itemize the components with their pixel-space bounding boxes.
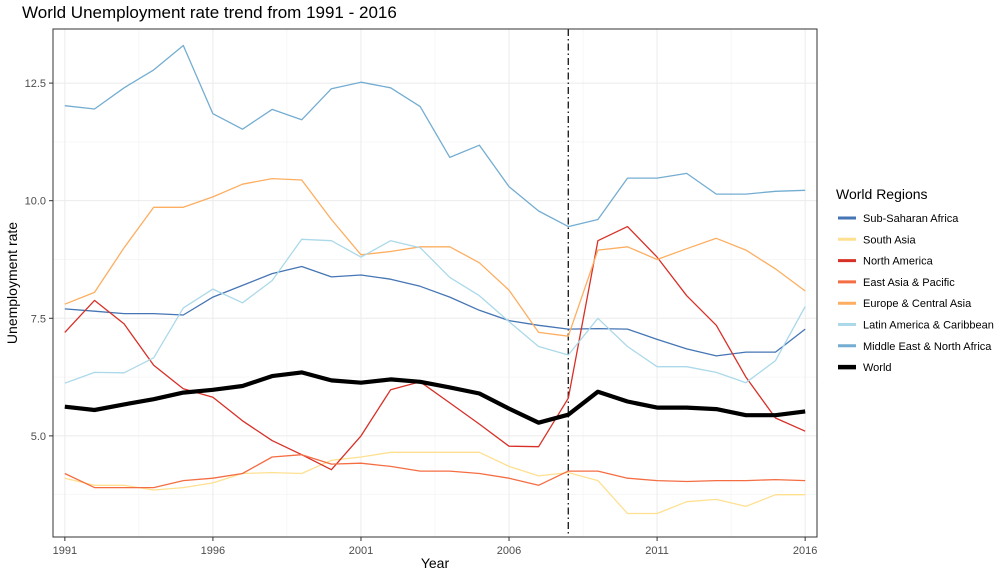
x-axis-title: Year — [421, 555, 450, 571]
x-tick-label: 1991 — [53, 545, 77, 557]
x-tick-label: 2016 — [793, 545, 817, 557]
legend-label-europe-central-asia: Europe & Central Asia — [863, 298, 972, 310]
x-tick-label: 1996 — [201, 545, 225, 557]
series-line-south-asia — [64, 451, 806, 515]
legend-label-east-asia-pacific: East Asia & Pacific — [863, 277, 955, 289]
y-tick-label: 7.5 — [31, 313, 46, 325]
x-tick-label: 2011 — [645, 545, 669, 557]
y-tick-label: 5.0 — [31, 431, 46, 443]
plot-border — [52, 28, 818, 538]
legend-label-middle-east-north-africa: Middle East & North Africa — [863, 341, 992, 353]
series-line-world — [64, 370, 806, 425]
grid-lines — [53, 29, 817, 537]
y-tick-label: 10.0 — [25, 196, 46, 208]
y-axis-title: Unemployment rate — [4, 222, 20, 344]
series-line-east-asia-pacific — [64, 454, 806, 489]
legend-label-sub-saharan-africa: Sub-Saharan Africa — [863, 213, 959, 225]
x-tick-label: 2006 — [497, 545, 521, 557]
legend-label-north-america: North America — [863, 256, 934, 268]
legend-items: Sub-Saharan Africa South Asia North Americ… — [838, 213, 994, 374]
x-tick-label: 2001 — [349, 545, 373, 557]
legend-label-south-asia: South Asia — [863, 234, 916, 246]
series-line-middle-east-north-africa — [64, 44, 806, 228]
series-line-latin-america-caribbean — [64, 238, 806, 384]
y-axis-ticks: 5.0 7.5 10.0 12.5 — [25, 78, 53, 443]
legend: World Regions Sub-Saharan Africa South As… — [836, 186, 994, 374]
series-line-sub-saharan-africa — [64, 265, 806, 357]
legend-label-latin-america-caribbean: Latin America & Caribbean — [863, 320, 994, 332]
y-tick-label: 12.5 — [25, 78, 46, 90]
chart-title: World Unemployment rate trend from 1991 … — [22, 3, 397, 22]
series-line-europe-central-asia — [64, 177, 806, 337]
legend-title: World Regions — [836, 186, 928, 202]
legend-label-world: World — [863, 362, 892, 374]
series-lines — [64, 44, 806, 515]
x-axis-ticks: 1991 1996 2001 2006 2011 2016 — [53, 537, 817, 557]
